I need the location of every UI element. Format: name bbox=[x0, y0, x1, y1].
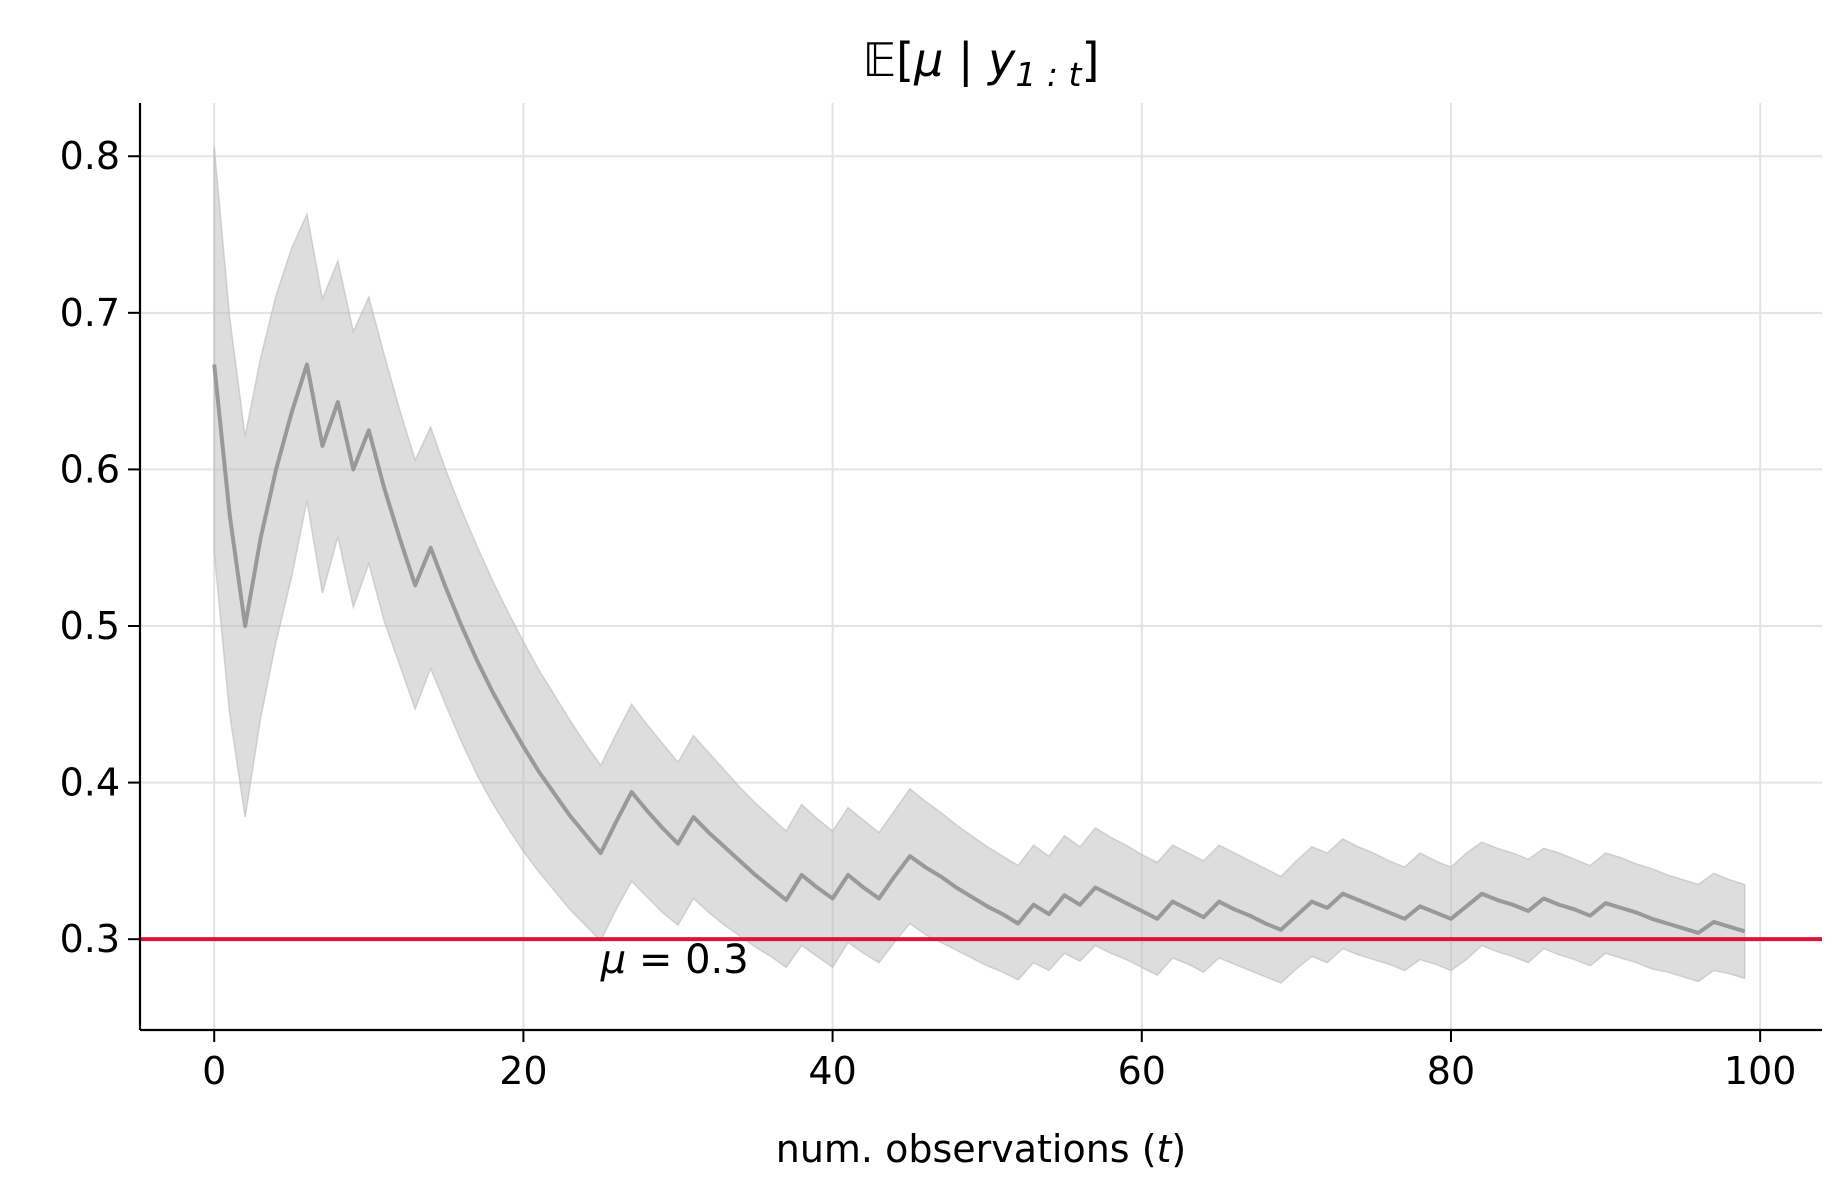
credible-interval-band bbox=[213, 146, 1746, 984]
y-tick-label: 0.3 bbox=[60, 917, 120, 961]
x-tick-label: 40 bbox=[808, 1049, 856, 1093]
y-tick-label: 0.5 bbox=[60, 604, 120, 648]
axes bbox=[138, 103, 1822, 1032]
y-tick-label: 0.6 bbox=[60, 447, 120, 491]
x-ticks: 0 20 40 60 80 100 bbox=[202, 1030, 1796, 1093]
mu-annotation: μ = 0.3 bbox=[600, 937, 749, 983]
x-tick-label: 20 bbox=[499, 1049, 547, 1093]
x-tick-label: 100 bbox=[1724, 1049, 1797, 1093]
y-tick-label: 0.4 bbox=[60, 761, 120, 805]
posterior-mean-line bbox=[212, 362, 1746, 935]
chart-title: 𝔼[μ | y1 : t] bbox=[863, 33, 1100, 94]
x-tick-label: 0 bbox=[202, 1049, 226, 1093]
y-ticks: 0.3 0.4 0.5 0.6 0.7 0.8 bbox=[60, 134, 140, 961]
x-axis-label: num. observations (t) bbox=[776, 1127, 1187, 1171]
y-tick-label: 0.8 bbox=[60, 134, 120, 178]
x-tick-label: 80 bbox=[1427, 1049, 1475, 1093]
y-tick-label: 0.7 bbox=[60, 291, 120, 335]
x-tick-label: 60 bbox=[1118, 1049, 1166, 1093]
